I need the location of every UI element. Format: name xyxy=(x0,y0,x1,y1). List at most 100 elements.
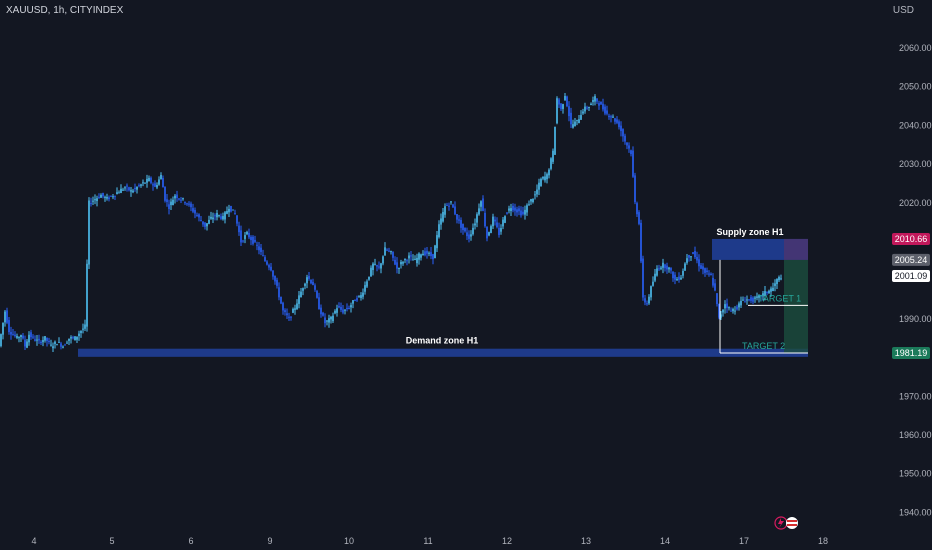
candle-body xyxy=(42,340,44,343)
y-axis[interactable]: 2060.00 2050.00 2040.00 2030.00 2020.00 1990.… xyxy=(899,43,932,517)
candle-body xyxy=(274,275,276,282)
candle-body xyxy=(32,336,34,338)
candle-body xyxy=(714,283,716,291)
candle-body xyxy=(92,200,94,202)
candle-body xyxy=(260,247,262,252)
candle-body xyxy=(112,196,114,198)
candle-body xyxy=(634,175,636,203)
candle-body xyxy=(594,96,596,102)
candle-body xyxy=(528,204,530,206)
candle-body xyxy=(680,277,682,280)
candle-body xyxy=(396,262,398,269)
candle-body xyxy=(238,225,240,233)
candle-body xyxy=(6,310,8,323)
candle-body xyxy=(258,246,260,251)
stop-loss-box xyxy=(784,238,808,260)
candle-body xyxy=(202,221,204,225)
candle-body xyxy=(330,316,332,320)
candle-body xyxy=(34,339,36,341)
candle-body xyxy=(68,338,70,341)
candle-body xyxy=(688,254,690,258)
candle-body xyxy=(86,263,88,327)
candle-body xyxy=(490,226,492,233)
candle-body xyxy=(374,263,376,265)
candle-body xyxy=(316,291,318,298)
candle-body xyxy=(742,299,744,301)
candle-body xyxy=(106,197,108,199)
candle-body xyxy=(582,111,584,114)
candle-body xyxy=(130,190,132,192)
candle-body xyxy=(494,219,496,222)
candle-body xyxy=(184,202,186,204)
candle-body xyxy=(84,324,86,329)
candle-body xyxy=(764,291,766,296)
candle-body xyxy=(194,210,196,214)
candle-body xyxy=(646,303,648,305)
candle-body xyxy=(8,320,10,333)
candle-body xyxy=(586,107,588,109)
candle-body xyxy=(282,302,284,311)
candle-body xyxy=(212,217,214,220)
candle-body xyxy=(82,328,84,330)
candle-body xyxy=(666,265,668,270)
candle-body xyxy=(636,203,638,215)
candle-body xyxy=(350,305,352,308)
candle-body xyxy=(430,252,432,257)
candle-body xyxy=(478,208,480,215)
candle-body xyxy=(566,96,568,107)
candle-body xyxy=(500,228,502,232)
candle-body xyxy=(90,203,92,205)
candle-body xyxy=(352,300,354,304)
candle-body xyxy=(546,174,548,180)
candle-body xyxy=(650,286,652,298)
candle-body xyxy=(378,266,380,268)
x-axis[interactable]: 4 5 6 9 10 11 12 13 14 17 18 xyxy=(31,536,828,546)
candle-body xyxy=(74,336,76,341)
supply-zone-label: Supply zone H1 xyxy=(716,227,783,237)
candle-body xyxy=(192,208,194,212)
candle-body xyxy=(280,296,282,304)
candle-body xyxy=(410,255,412,257)
candle-body xyxy=(76,336,78,340)
candle-body xyxy=(2,322,4,335)
candle-body xyxy=(402,262,404,264)
candle-body xyxy=(270,266,272,271)
candle-body xyxy=(452,204,454,208)
candle-body xyxy=(424,251,426,256)
candle-body xyxy=(118,192,120,194)
candle-body xyxy=(734,310,736,312)
candle-body xyxy=(518,208,520,212)
candle-body xyxy=(608,115,610,118)
candle-body xyxy=(632,150,634,177)
y-tick-label: 2060.00 xyxy=(899,43,932,53)
candle-body xyxy=(116,192,118,194)
candle-body xyxy=(276,279,278,286)
candle-body xyxy=(638,212,640,224)
candle-body xyxy=(150,177,152,183)
candle-body xyxy=(702,266,704,270)
candle-body xyxy=(756,296,758,298)
price-tags: 2010.66 2005.24 2001.09 1981.19 xyxy=(892,232,930,359)
candle-body xyxy=(174,195,176,199)
candle-body xyxy=(712,277,714,286)
candle-body xyxy=(678,276,680,280)
candle-body xyxy=(414,258,416,260)
candle-body xyxy=(190,203,192,208)
candle-body xyxy=(348,308,350,310)
candle-body xyxy=(208,219,210,224)
candle-body xyxy=(704,268,706,273)
candle-body xyxy=(272,270,274,277)
candle-body xyxy=(652,281,654,286)
candle-body xyxy=(558,99,560,105)
candle-body xyxy=(564,96,566,101)
candle-body xyxy=(720,314,722,318)
candle-body xyxy=(738,303,740,308)
candle-body xyxy=(510,208,512,211)
candle-body xyxy=(550,158,552,169)
candle-body xyxy=(440,218,442,225)
candle-body xyxy=(128,187,130,191)
candle-body xyxy=(298,295,300,304)
candle-body xyxy=(248,232,250,238)
candle-body xyxy=(506,212,508,214)
